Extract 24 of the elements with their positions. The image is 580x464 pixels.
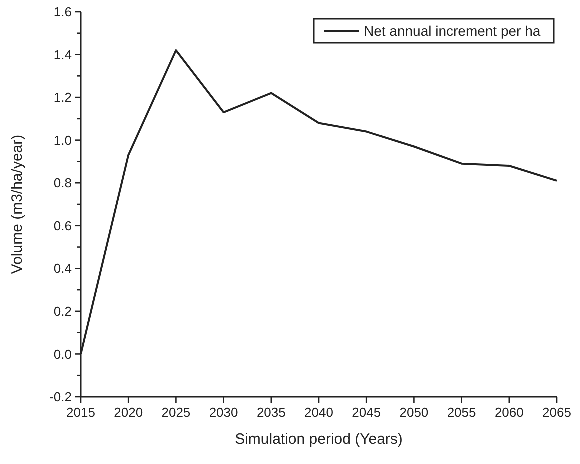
y-tick-label: 1.6 bbox=[54, 4, 72, 20]
y-tick-label: -0.2 bbox=[50, 390, 72, 405]
x-tick-label: 2055 bbox=[447, 405, 476, 420]
x-axis-title: Simulation period (Years) bbox=[235, 431, 403, 448]
legend-label: Net annual increment per ha bbox=[364, 22, 541, 39]
x-tick-label: 2065 bbox=[542, 405, 572, 420]
y-tick-label: 1.0 bbox=[54, 132, 72, 148]
x-tick-label: 2045 bbox=[352, 405, 382, 420]
y-axis-title: Volume (m3/ha/year) bbox=[9, 134, 26, 274]
x-tick-label: 2040 bbox=[304, 405, 334, 420]
x-tick-label: 2015 bbox=[66, 405, 96, 420]
x-tick-label: 2050 bbox=[400, 405, 429, 420]
y-tick-label: 1.2 bbox=[54, 90, 72, 106]
y-tick-label: 0.8 bbox=[54, 176, 72, 191]
x-tick-label: 2030 bbox=[209, 405, 238, 420]
x-tick-label: 2025 bbox=[162, 405, 191, 420]
y-tick-label: 1.4 bbox=[54, 47, 72, 62]
y-tick-label: 0.4 bbox=[54, 261, 72, 276]
x-tick-label: 2060 bbox=[494, 405, 524, 420]
y-tick-label: 0.6 bbox=[54, 218, 72, 234]
y-tick-label: 0.0 bbox=[54, 346, 72, 362]
x-tick-label: 2020 bbox=[114, 405, 144, 420]
x-tick-label: 2035 bbox=[256, 405, 286, 420]
y-tick-label: 0.2 bbox=[54, 304, 72, 319]
